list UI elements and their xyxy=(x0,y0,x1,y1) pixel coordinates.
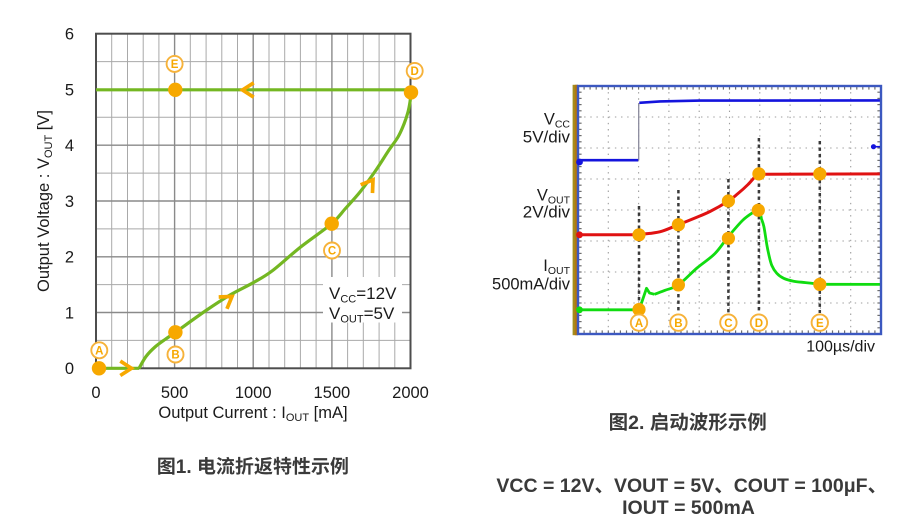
svg-text:E: E xyxy=(816,318,824,330)
svg-text:E: E xyxy=(171,59,179,71)
svg-text:B: B xyxy=(674,318,682,330)
svg-text:A: A xyxy=(95,346,103,358)
svg-text:D: D xyxy=(411,66,419,78)
svg-text:500mA/div: 500mA/div xyxy=(492,276,571,294)
svg-text:6: 6 xyxy=(65,26,74,44)
svg-text:0: 0 xyxy=(91,384,100,402)
svg-text:1.: 1. xyxy=(176,457,192,478)
svg-text:Output Current : IOUT [mA]: Output Current : IOUT [mA] xyxy=(158,404,347,424)
svg-text:5V/div: 5V/div xyxy=(523,128,571,147)
svg-text:4: 4 xyxy=(65,137,74,155)
svg-text:2: 2 xyxy=(65,249,74,267)
svg-text:2.: 2. xyxy=(628,412,644,434)
svg-text:3: 3 xyxy=(65,193,74,211)
svg-text:2V/div: 2V/div xyxy=(523,203,571,222)
svg-text:2000: 2000 xyxy=(392,384,429,402)
svg-text:500: 500 xyxy=(161,384,189,402)
svg-text:VCC=12V: VCC=12V xyxy=(329,284,397,306)
svg-text:1500: 1500 xyxy=(314,384,351,402)
svg-text:5: 5 xyxy=(65,81,74,99)
svg-text:D: D xyxy=(755,318,763,330)
svg-text:VOUT = 5V: VOUT = 5V xyxy=(614,475,714,497)
svg-text:C: C xyxy=(328,246,336,258)
svg-text:100µs/div: 100µs/div xyxy=(806,339,875,356)
svg-text:0: 0 xyxy=(65,360,74,378)
svg-text:1: 1 xyxy=(65,304,74,322)
svg-text:C: C xyxy=(724,318,732,330)
svg-text:COUT = 100μF: COUT = 100μF xyxy=(734,475,868,497)
svg-text:VCC = 12V: VCC = 12V xyxy=(496,475,594,497)
svg-text:B: B xyxy=(171,350,179,362)
svg-text:1000: 1000 xyxy=(235,384,272,402)
svg-text:IOUT = 500mA: IOUT = 500mA xyxy=(622,497,755,519)
svg-text:A: A xyxy=(635,318,643,330)
